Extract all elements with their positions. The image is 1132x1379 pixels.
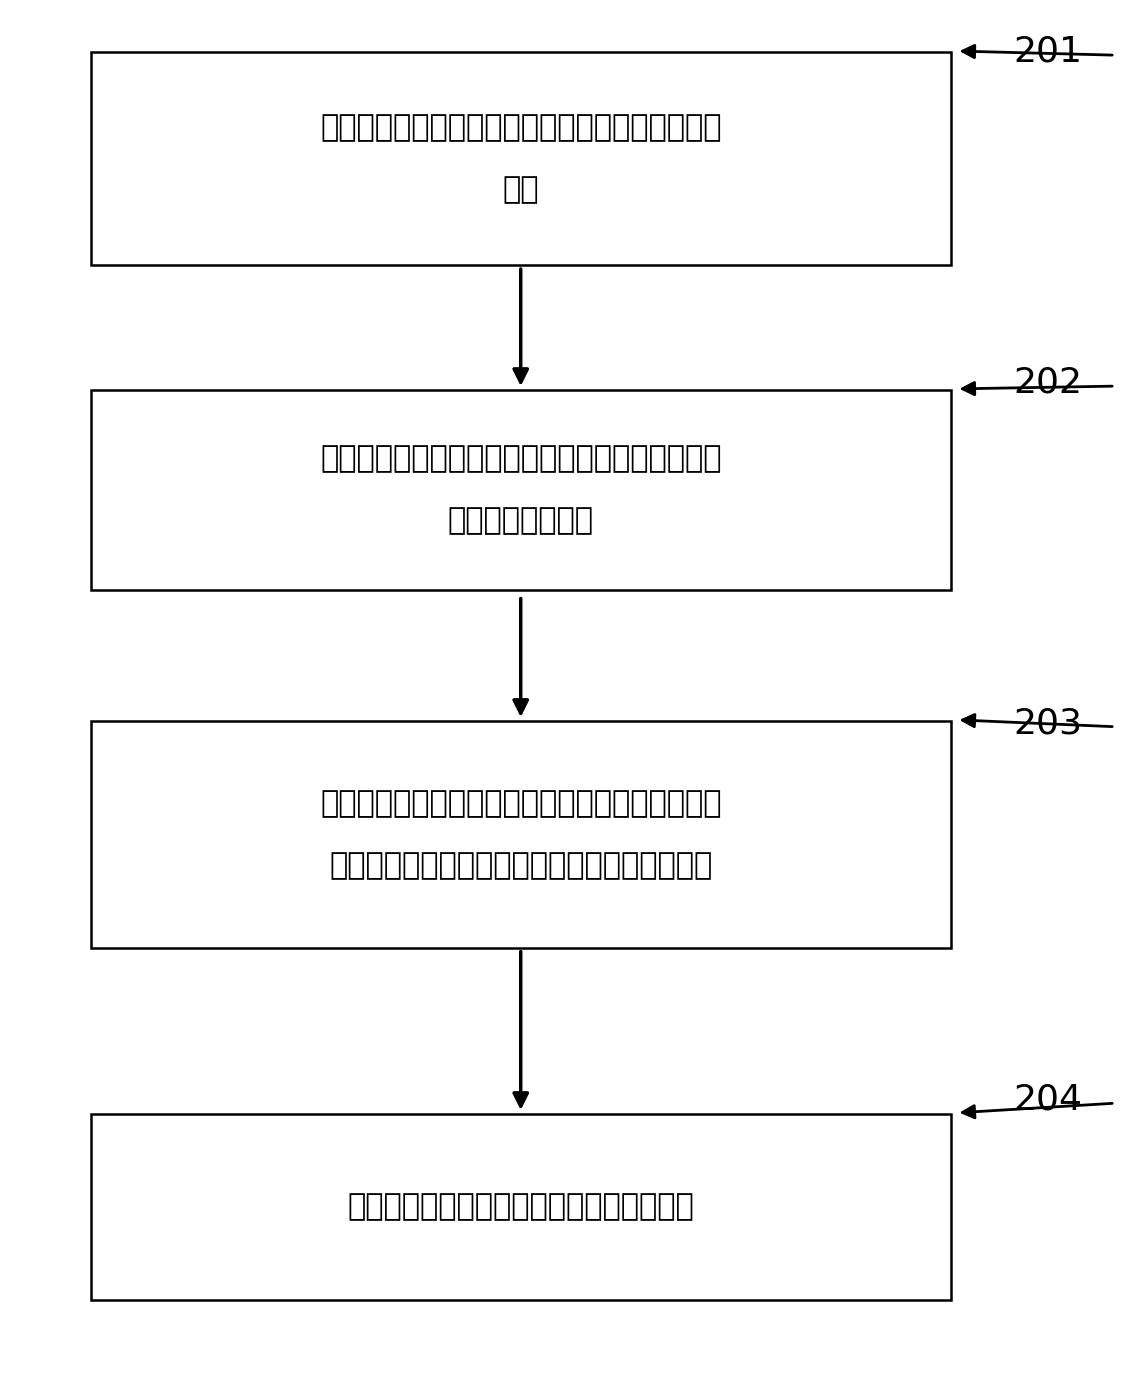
- Text: 使所述刻蚀剂与所述工艺腔室内的晶片反应，并使: 使所述刻蚀剂与所述工艺腔室内的晶片反应，并使: [320, 789, 721, 818]
- Text: 所述工艺腔室内保持高压状态以提高刻蚀选择比: 所述工艺腔室内保持高压状态以提高刻蚀选择比: [329, 851, 712, 880]
- Bar: [91, 1114, 951, 1299]
- Text: 使所述脱水的氟化氢气体和脱水的醇类气体混合，: 使所述脱水的氟化氢气体和脱水的醇类气体混合，: [320, 444, 721, 473]
- Text: 201: 201: [1013, 34, 1082, 69]
- Bar: [91, 389, 951, 590]
- Bar: [91, 51, 951, 265]
- Bar: [91, 720, 951, 949]
- Text: 204: 204: [1013, 1083, 1082, 1117]
- Text: 气体: 气体: [503, 175, 539, 204]
- Text: 202: 202: [1013, 365, 1082, 400]
- Text: 生成气态的刻蚀剂: 生成气态的刻蚀剂: [448, 506, 593, 535]
- Text: 将所述反应的副产物从所述工艺腔室内抽出: 将所述反应的副产物从所述工艺腔室内抽出: [348, 1191, 694, 1222]
- Text: 203: 203: [1013, 706, 1082, 741]
- Text: 向工艺腔室内通入脱水的氟化氢气体和脱水的醇类: 向工艺腔室内通入脱水的氟化氢气体和脱水的醇类: [320, 113, 721, 142]
